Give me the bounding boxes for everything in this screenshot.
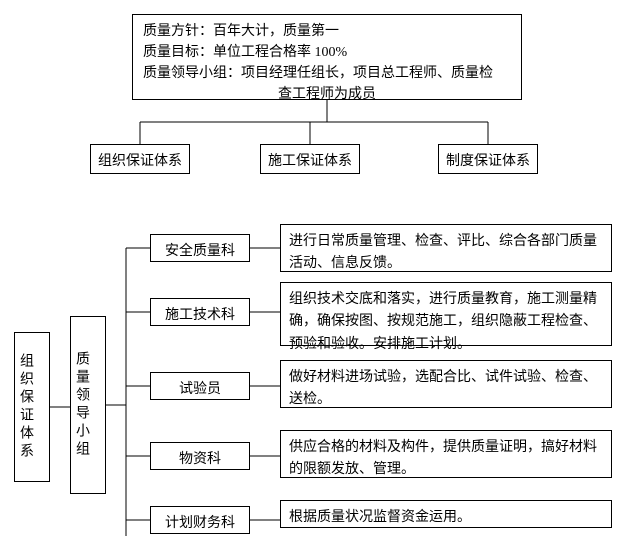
top-child-1: 施工保证体系 [260,144,360,174]
header-box: 质量方针：百年大计，质量第一 质量目标：单位工程合格率 100% 质量领导小组：… [132,14,522,100]
row-desc-3-text: 供应合格的材料及构件，提供质量证明，搞好材料的限额发放、管理。 [289,440,597,477]
row-label-2-text: 试验员 [179,382,221,397]
inner-vertical-box: 质量领导小组 [70,316,106,494]
row-desc-2: 做好材料进场试验，选配合比、试件试验、检查、送检。 [280,360,612,408]
row-label-0-text: 安全质量科 [165,244,235,259]
top-child-0: 组织保证体系 [90,144,190,174]
row-desc-4-text: 根据质量状况监督资金运用。 [289,510,471,525]
header-line2: 质量目标：单位工程合格率 100% [143,42,511,63]
outer-vertical-label: 组织保证体系 [15,333,36,481]
header-line1: 质量方针：百年大计，质量第一 [143,21,511,42]
row-desc-3: 供应合格的材料及构件，提供质量证明，搞好材料的限额发放、管理。 [280,430,612,478]
outer-vertical-box: 组织保证体系 [14,332,50,482]
top-child-2-label: 制度保证体系 [446,154,530,169]
row-label-3-text: 物资科 [179,452,221,467]
top-child-1-label: 施工保证体系 [268,154,352,169]
row-label-4-text: 计划财务科 [165,516,235,531]
row-desc-2-text: 做好材料进场试验，选配合比、试件试验、检查、送检。 [289,370,597,407]
row-desc-0: 进行日常质量管理、检查、评比、综合各部门质量活动、信息反馈。 [280,224,612,272]
top-child-2: 制度保证体系 [438,144,538,174]
inner-vertical-label: 质量领导小组 [71,317,92,493]
row-desc-1: 组织技术交底和落实，进行质量教育，施工测量精确，确保按图、按规范施工，组织隐蔽工… [280,282,612,346]
row-label-4: 计划财务科 [150,506,250,534]
top-child-0-label: 组织保证体系 [98,154,182,169]
row-label-0: 安全质量科 [150,234,250,262]
row-label-1: 施工技术科 [150,298,250,326]
header-line3b: 查工程师为成员 [143,84,511,105]
row-label-2: 试验员 [150,372,250,400]
row-label-1-text: 施工技术科 [165,308,235,323]
row-label-3: 物资科 [150,442,250,470]
row-desc-4: 根据质量状况监督资金运用。 [280,500,612,528]
row-desc-1-text: 组织技术交底和落实，进行质量教育，施工测量精确，确保按图、按规范施工，组织隐蔽工… [289,292,597,352]
row-desc-0-text: 进行日常质量管理、检查、评比、综合各部门质量活动、信息反馈。 [289,234,597,271]
header-line3a: 质量领导小组：项目经理任组长，项目总工程师、质量检 [143,63,511,84]
